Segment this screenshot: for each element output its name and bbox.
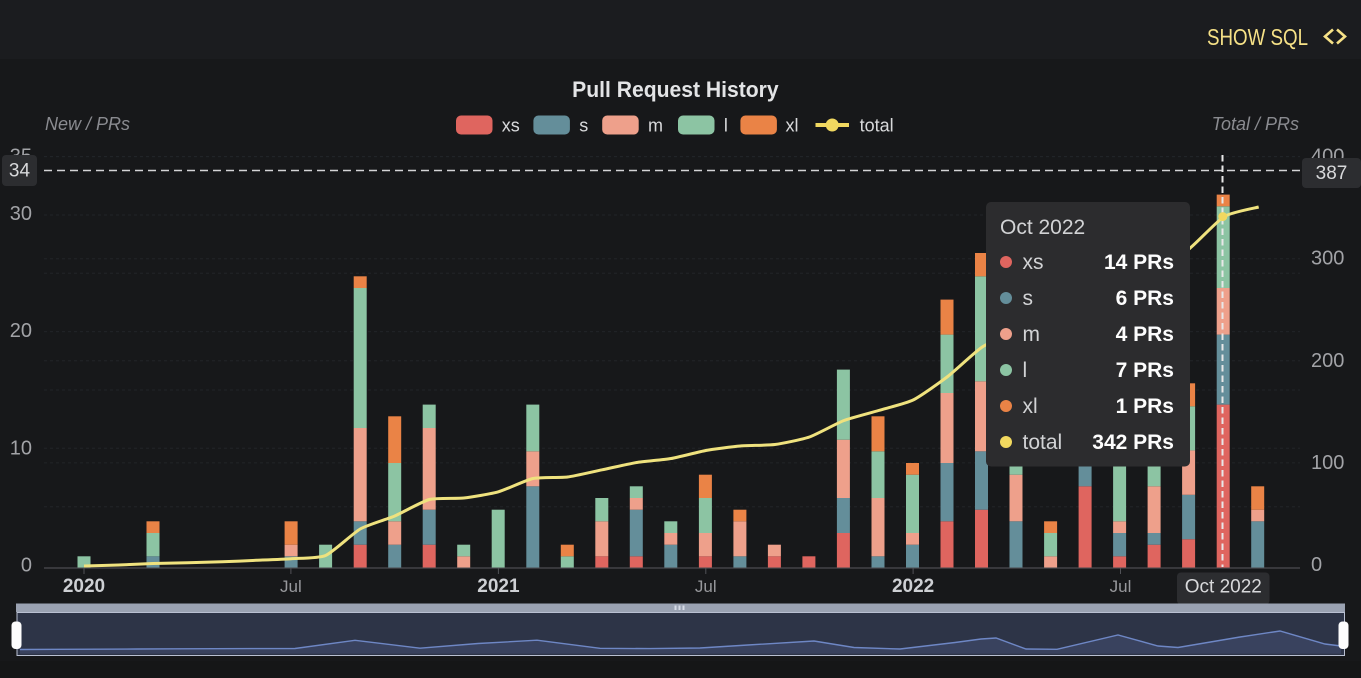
svg-text:300: 300 — [1311, 248, 1344, 270]
svg-text:10: 10 — [10, 437, 32, 459]
svg-text:6 PRs: 6 PRs — [1116, 287, 1174, 310]
svg-text:Oct 2022: Oct 2022 — [1185, 577, 1262, 598]
svg-text:200: 200 — [1311, 350, 1344, 372]
svg-text:342 PRs: 342 PRs — [1092, 431, 1174, 454]
svg-text:Total / PRs: Total / PRs — [1212, 114, 1299, 134]
svg-text:2021: 2021 — [477, 576, 520, 597]
svg-text:2020: 2020 — [63, 576, 105, 597]
svg-text:xl: xl — [786, 116, 799, 136]
svg-text:total: total — [860, 116, 894, 136]
svg-text:2022: 2022 — [892, 576, 934, 597]
svg-text:14 PRs: 14 PRs — [1104, 251, 1174, 274]
svg-text:Jul: Jul — [280, 577, 302, 596]
svg-text:Pull Request History: Pull Request History — [572, 77, 779, 102]
svg-text:m: m — [648, 116, 663, 136]
svg-text:7 PRs: 7 PRs — [1116, 359, 1174, 382]
svg-text:0: 0 — [1311, 554, 1322, 576]
svg-text:s: s — [1023, 287, 1034, 310]
svg-text:Oct 2022: Oct 2022 — [1000, 216, 1085, 239]
svg-text:Jul: Jul — [695, 577, 717, 596]
svg-text:xl: xl — [1023, 395, 1038, 418]
svg-text:m: m — [1023, 323, 1041, 346]
svg-text:Jul: Jul — [1110, 577, 1132, 596]
svg-text:l: l — [1023, 359, 1028, 382]
svg-text:xs: xs — [1023, 251, 1044, 274]
svg-text:s: s — [579, 116, 588, 136]
svg-text:387: 387 — [1316, 163, 1348, 184]
svg-text:1 PRs: 1 PRs — [1116, 395, 1174, 418]
svg-text:100: 100 — [1311, 452, 1344, 474]
svg-text:34: 34 — [9, 161, 31, 182]
svg-text:4 PRs: 4 PRs — [1116, 323, 1174, 346]
svg-text:New / PRs: New / PRs — [45, 114, 130, 134]
svg-text:xs: xs — [502, 116, 520, 136]
svg-text:20: 20 — [10, 320, 32, 342]
svg-text:30: 30 — [10, 203, 32, 225]
svg-text:SHOW SQL: SHOW SQL — [1207, 24, 1308, 50]
svg-text:total: total — [1023, 431, 1063, 454]
svg-text:0: 0 — [21, 554, 32, 576]
svg-text:l: l — [724, 116, 728, 136]
